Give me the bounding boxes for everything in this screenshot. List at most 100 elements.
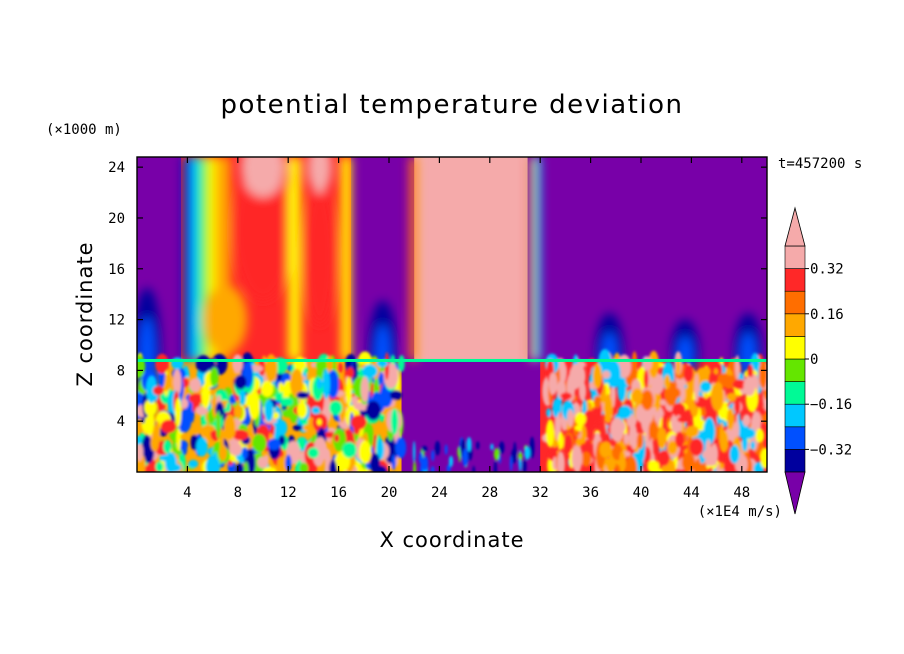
turbulence-cell — [337, 362, 343, 373]
colorbar-label: 0.16 — [810, 307, 844, 323]
turbulence-cell — [742, 414, 751, 427]
turbulence-cell — [422, 455, 429, 472]
field-region — [533, 157, 767, 361]
turbulence-cell — [647, 459, 660, 472]
turbulence-cell — [223, 414, 236, 441]
turbulence-cell — [577, 360, 586, 369]
turbulence-cell — [726, 392, 738, 402]
turbulence-cell — [280, 397, 294, 407]
turbulence-cell — [599, 441, 613, 458]
turbulence-cell — [201, 424, 216, 432]
plume-peak — [241, 157, 285, 198]
turbulence-cell — [529, 436, 535, 459]
turbulence-cell — [195, 405, 208, 416]
colorbar-segment — [784, 449, 806, 473]
turbulence-cell — [493, 460, 498, 472]
turbulence-cell — [677, 416, 690, 423]
colorbar-segment — [784, 358, 806, 382]
turbulence-cell — [648, 420, 659, 442]
colorbar-label: −0.16 — [810, 397, 852, 413]
turbulence-cell — [631, 388, 643, 404]
turbulence-cell — [350, 414, 367, 430]
turbulence-cell — [346, 367, 354, 379]
colorbar-segment — [784, 245, 806, 269]
turbulence-cell — [365, 400, 381, 421]
colorbar-segment — [784, 381, 806, 405]
block-edge — [528, 157, 533, 361]
turbulence-cell — [618, 405, 632, 420]
turbulence-cell — [466, 437, 472, 452]
turbulence-cell — [260, 380, 274, 397]
turbulence-cell — [248, 390, 261, 420]
turbulence-cell — [760, 448, 767, 469]
plume-peak — [307, 157, 332, 194]
x-tick-label: 8 — [234, 485, 242, 501]
turbulence-cell — [581, 425, 587, 445]
turbulence-cell — [658, 450, 670, 467]
turbulence-cell — [607, 359, 621, 389]
turbulence-cell — [176, 427, 181, 452]
turbulence-cell — [271, 412, 280, 420]
turbulence-cell — [719, 429, 729, 453]
turbulence-cell — [296, 391, 310, 399]
turbulence-cell — [667, 440, 678, 455]
x-axis-title: X coordinate — [379, 528, 524, 552]
turbulence-cell — [352, 359, 359, 382]
plume-core — [233, 160, 293, 301]
turbulence-cell — [448, 455, 454, 467]
block-edge — [409, 157, 414, 361]
x-tick-label: 4 — [183, 485, 191, 501]
turbulence-cell — [163, 440, 172, 454]
plume-band — [202, 157, 212, 361]
turbulence-cell — [610, 417, 624, 442]
turbulence-cell — [657, 426, 667, 450]
turbulence-cell — [285, 454, 292, 472]
turbulence-cell — [662, 414, 667, 430]
turbulence-cell — [360, 376, 369, 403]
x-tick-label: 12 — [280, 485, 297, 501]
turbulence-cell — [729, 445, 740, 464]
colorbar-segment — [784, 290, 806, 315]
turbulence-cell — [391, 454, 396, 471]
turbulence-cell — [750, 415, 759, 430]
turbulence-cell — [232, 354, 243, 374]
turbulence-cell — [509, 455, 513, 472]
turbulence-cell — [345, 377, 352, 407]
turbulence-cell — [545, 420, 555, 448]
turbulence-cell — [316, 378, 323, 390]
turbulence-cell — [239, 389, 246, 406]
turbulence-cell — [563, 434, 573, 455]
colorbar-label: 0.32 — [810, 262, 844, 278]
turbulence-cell — [430, 465, 435, 472]
turbulence-cell — [675, 431, 685, 448]
turbulence-cell — [733, 421, 739, 431]
turbulence-cell — [216, 410, 221, 439]
lower-layer-texture — [137, 348, 767, 472]
y-tick-label: 20 — [108, 211, 125, 227]
turbulence-cell — [476, 441, 480, 450]
turbulence-cell — [446, 464, 451, 472]
turbulence-cell — [351, 395, 359, 406]
turbulence-cell — [160, 419, 177, 434]
turbulence-cell — [229, 442, 242, 456]
turbulence-cell — [137, 354, 146, 378]
turbulence-cell — [641, 389, 654, 411]
y-tick-label: 4 — [117, 414, 125, 430]
colorbar-label: −0.32 — [810, 442, 852, 458]
turbulence-cell — [196, 437, 208, 457]
turbulence-cell — [518, 458, 521, 467]
x-tick-label: 20 — [381, 485, 398, 501]
turbulence-cell — [210, 367, 219, 387]
turbulence-cell — [694, 373, 699, 403]
chart-title: potential temperature deviation — [221, 90, 684, 120]
turbulence-cell — [631, 351, 638, 377]
turbulence-cell — [155, 461, 164, 472]
turbulence-cell — [546, 408, 552, 418]
turbulence-cell — [179, 398, 189, 409]
turbulence-cell — [603, 393, 613, 423]
y-unit-label: (×1000 m) — [46, 122, 122, 138]
y-tick-label: 8 — [117, 363, 125, 379]
colorbar-segment — [784, 268, 806, 292]
turbulence-cell — [693, 458, 707, 472]
